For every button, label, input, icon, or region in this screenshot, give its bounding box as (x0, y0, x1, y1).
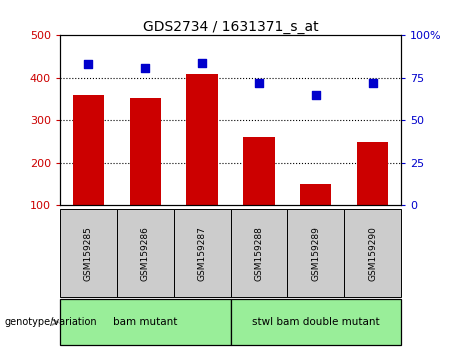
Text: GSM159286: GSM159286 (141, 225, 150, 281)
Bar (130, 98, 161, 205)
Point (369, 80, 376, 86)
Bar (117, 209, 174, 297)
Text: bam mutant: bam mutant (113, 317, 177, 327)
Point (255, 80, 263, 86)
Bar (357, 142, 388, 205)
Title: GDS2734 / 1631371_s_at: GDS2734 / 1631371_s_at (143, 21, 318, 34)
Bar (230, 299, 401, 345)
Bar (174, 209, 230, 297)
Bar (186, 74, 218, 205)
Text: stwl bam double mutant: stwl bam double mutant (252, 317, 379, 327)
Bar (287, 209, 344, 297)
Point (142, 65, 149, 70)
Bar (230, 209, 287, 297)
Bar (60, 299, 230, 345)
Point (198, 60, 206, 65)
Text: GSM159285: GSM159285 (84, 225, 93, 281)
Text: GSM159287: GSM159287 (198, 225, 207, 281)
Text: GSM159289: GSM159289 (311, 225, 320, 281)
Text: GSM159288: GSM159288 (254, 225, 263, 281)
Bar (300, 184, 331, 205)
Bar (344, 209, 401, 297)
Bar (243, 137, 275, 205)
Point (85, 62, 92, 67)
Bar (60, 209, 117, 297)
Text: genotype/variation: genotype/variation (5, 317, 97, 327)
Text: GSM159290: GSM159290 (368, 225, 377, 281)
Point (312, 92, 319, 98)
Bar (73, 95, 104, 205)
